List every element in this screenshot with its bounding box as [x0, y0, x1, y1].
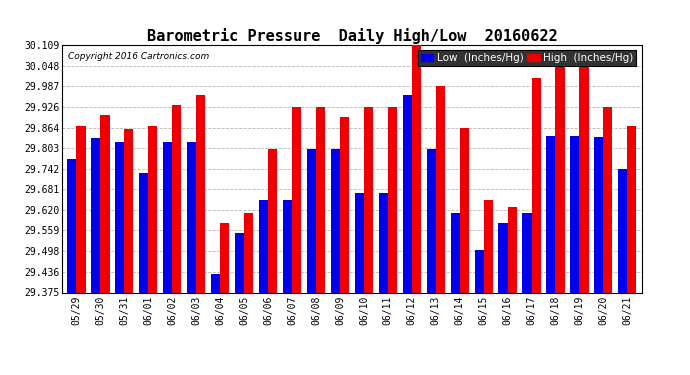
- Bar: [196, 95, 206, 292]
- Bar: [307, 149, 316, 292]
- Bar: [618, 169, 627, 292]
- Bar: [403, 95, 412, 292]
- Bar: [426, 149, 435, 292]
- Bar: [435, 86, 445, 292]
- Bar: [244, 213, 253, 292]
- Legend: Low  (Inches/Hg), High  (Inches/Hg): Low (Inches/Hg), High (Inches/Hg): [418, 50, 636, 66]
- Bar: [508, 207, 517, 292]
- Bar: [355, 193, 364, 292]
- Bar: [283, 200, 292, 292]
- Bar: [259, 200, 268, 292]
- Bar: [546, 136, 555, 292]
- Bar: [594, 137, 603, 292]
- Bar: [475, 251, 484, 292]
- Bar: [124, 129, 133, 292]
- Bar: [531, 78, 541, 292]
- Bar: [211, 274, 220, 292]
- Bar: [172, 105, 181, 292]
- Bar: [268, 149, 277, 292]
- Bar: [101, 116, 110, 292]
- Bar: [388, 107, 397, 292]
- Bar: [340, 117, 349, 292]
- Title: Barometric Pressure  Daily High/Low  20160622: Barometric Pressure Daily High/Low 20160…: [146, 28, 558, 44]
- Bar: [148, 126, 157, 292]
- Bar: [115, 142, 124, 292]
- Bar: [555, 57, 564, 292]
- Bar: [484, 200, 493, 292]
- Bar: [603, 107, 613, 292]
- Bar: [580, 51, 589, 292]
- Bar: [163, 142, 172, 292]
- Bar: [331, 149, 340, 292]
- Bar: [220, 224, 229, 292]
- Bar: [139, 173, 148, 292]
- Bar: [412, 45, 421, 292]
- Bar: [235, 234, 244, 292]
- Bar: [91, 138, 101, 292]
- Bar: [451, 213, 460, 292]
- Bar: [571, 136, 580, 292]
- Bar: [498, 224, 508, 292]
- Bar: [68, 159, 77, 292]
- Bar: [77, 126, 86, 292]
- Bar: [460, 128, 469, 292]
- Bar: [364, 107, 373, 292]
- Bar: [187, 142, 196, 292]
- Bar: [316, 107, 325, 292]
- Text: Copyright 2016 Cartronics.com: Copyright 2016 Cartronics.com: [68, 53, 209, 62]
- Bar: [292, 107, 301, 292]
- Bar: [627, 126, 636, 292]
- Bar: [379, 193, 388, 292]
- Bar: [522, 213, 531, 292]
